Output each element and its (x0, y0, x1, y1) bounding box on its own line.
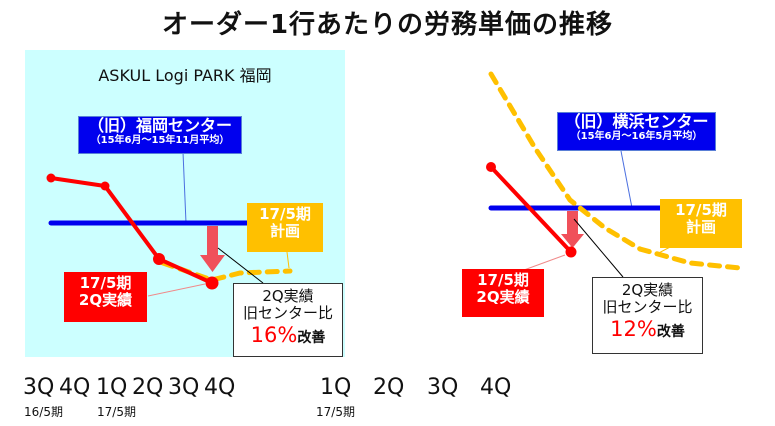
yokohama-old-center-label: （旧）横浜センター （15年6月～16年5月平均） (557, 112, 716, 151)
fukuoka-improvement-pct: 16% (250, 322, 298, 347)
x-label: 2Q (373, 375, 405, 400)
plan-line (488, 71, 743, 271)
x-label: 3Q (427, 375, 459, 400)
x-label: 3Q (168, 375, 200, 400)
yokohama-result-box: 2Q実績 旧センター比 12%改善 (592, 277, 703, 354)
yokohama-improvement-pct: 12% (610, 316, 657, 341)
fukuoka-actual-label: 17/5期 2Q実績 (64, 272, 147, 322)
yokohama-period-label: 17/5期 (316, 405, 355, 419)
fukuoka-period-label: 17/5期 (97, 405, 136, 419)
x-label: 1Q (96, 375, 128, 400)
yokohama-actual-label: 17/5期 2Q実績 (462, 269, 544, 317)
x-label: 4Q (204, 375, 236, 400)
x-label: 2Q (132, 375, 164, 400)
x-label: 4Q (59, 375, 91, 400)
improvement-arrow-icon (561, 234, 584, 248)
x-label: 4Q (480, 375, 512, 400)
actual-line (489, 165, 573, 254)
fukuoka-plan-label: 17/5期 計画 (247, 203, 323, 252)
page-title: オーダー1行あたりの労務単価の推移 (161, 10, 614, 40)
fukuoka-period-label: 16/5期 (24, 405, 63, 419)
improvement-arrow-icon (200, 255, 225, 272)
fukuoka-old-center-label: （旧）福岡センター （15年6月～15年11月平均） (78, 116, 242, 154)
fukuoka-result-box: 2Q実績 旧センター比 16%改善 (233, 283, 343, 357)
yokohama-plan-label: 17/5期 計画 (660, 199, 742, 248)
x-label: 3Q (23, 375, 55, 400)
fukuoka-panel-title: ASKUL Logi PARK 福岡 (98, 66, 272, 85)
x-label: 1Q (320, 375, 352, 400)
actual-line (50, 176, 213, 285)
